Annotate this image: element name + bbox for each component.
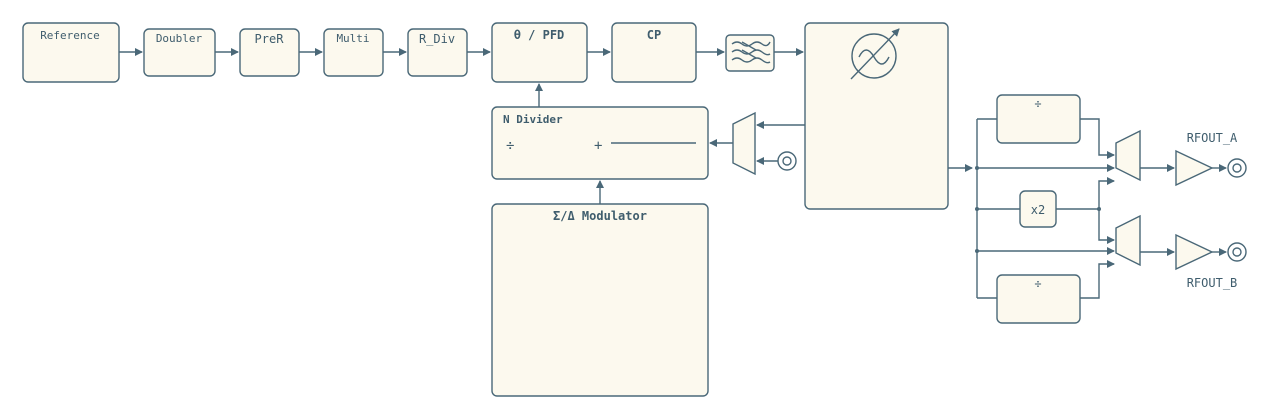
div-bottom-label: ÷ xyxy=(1034,277,1041,291)
cp-label: CP xyxy=(647,28,661,42)
multi-label: Multi xyxy=(336,32,369,45)
modulator-block: Σ/Δ Modulator xyxy=(491,203,709,397)
rfout-a-label: RFOUT_A xyxy=(1187,131,1238,145)
pfd-label: θ / PFD xyxy=(514,28,565,42)
pfd-block: θ / PFD xyxy=(491,22,588,83)
signal-wires xyxy=(119,48,1227,299)
prer-block: PreR xyxy=(239,28,300,77)
doubler-label: Doubler xyxy=(156,32,203,45)
modulator-label: Σ/Δ Modulator xyxy=(553,209,647,223)
port-icon xyxy=(777,151,797,171)
vco-block xyxy=(804,22,949,210)
port-a-icon xyxy=(1227,158,1247,178)
amplifier-b-icon xyxy=(1175,233,1214,271)
rfout-b-label: RFOUT_B xyxy=(1187,276,1238,290)
div-bottom-block: ÷ xyxy=(996,274,1081,324)
loop-filter-icon xyxy=(725,34,775,72)
ndivider-div-symbol: ÷ xyxy=(506,138,514,154)
mux-a-icon xyxy=(1115,129,1141,182)
x2-block: x2 xyxy=(1019,190,1057,228)
amplifier-a-icon xyxy=(1175,149,1214,187)
doubler-block: Doubler xyxy=(143,28,216,77)
reference-label: Reference xyxy=(40,29,100,42)
reference-block: Reference xyxy=(22,22,120,83)
ndivider-label: N Divider xyxy=(503,113,563,126)
rdiv-block: R_Div xyxy=(407,28,468,77)
ndivider-plus-symbol: + xyxy=(594,138,602,154)
x2-label: x2 xyxy=(1031,203,1045,217)
cp-block: CP xyxy=(611,22,697,83)
vco-icon xyxy=(850,28,900,80)
ndivider-block: N Divider ÷ + xyxy=(491,106,709,180)
multi-block: Multi xyxy=(323,28,384,77)
div-top-label: ÷ xyxy=(1034,97,1041,111)
prer-label: PreR xyxy=(255,32,285,46)
mux-b-icon xyxy=(1115,214,1141,267)
rdiv-label: R_Div xyxy=(419,32,455,46)
port-b-icon xyxy=(1227,242,1247,262)
mux-icon xyxy=(732,111,756,176)
div-top-block: ÷ xyxy=(996,94,1081,144)
